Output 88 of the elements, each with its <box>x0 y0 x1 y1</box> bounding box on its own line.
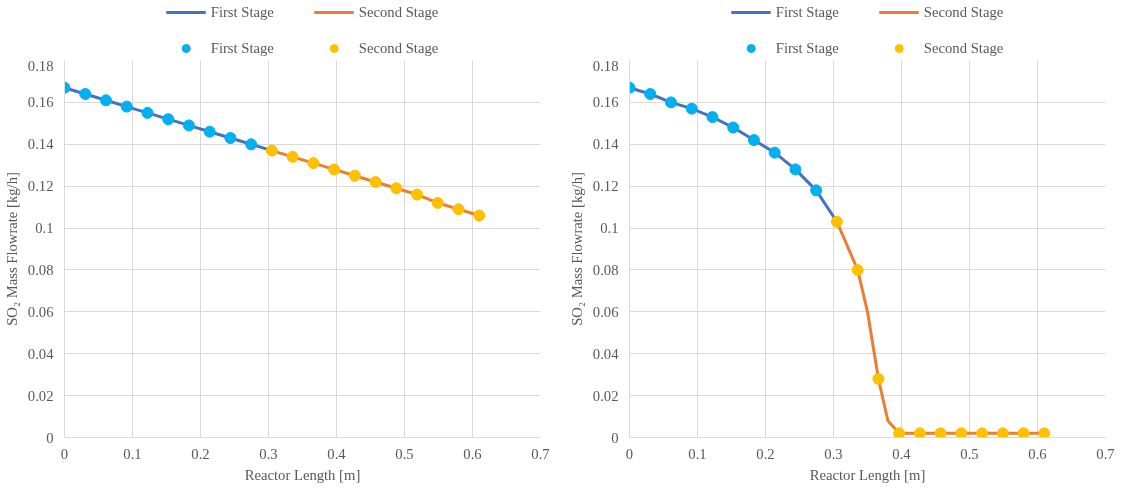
x-axis-title: Reactor Length [m] <box>809 466 926 483</box>
point <box>348 169 361 182</box>
x-tick-label: 0.1 <box>688 445 707 462</box>
x-axis-title: Reactor Length [m] <box>244 466 361 483</box>
point <box>162 113 175 126</box>
point <box>768 146 781 159</box>
x-tick-label: 0 <box>60 445 69 462</box>
point <box>328 163 341 176</box>
point <box>99 94 112 107</box>
x-tick-label: 0.3 <box>824 445 843 462</box>
point <box>431 196 444 209</box>
y-tick-label: 0.08 <box>27 261 54 278</box>
legend-label: First Stage <box>210 39 274 57</box>
point <box>411 188 424 201</box>
point <box>830 215 843 228</box>
y-tick-label: 0.04 <box>27 345 55 362</box>
point <box>307 157 320 170</box>
y-tick-label: 0.12 <box>27 178 54 195</box>
y-tick-label: 0 <box>611 429 619 446</box>
point <box>644 88 657 100</box>
x-tick-label: 0.1 <box>123 445 142 462</box>
y-tick-label: 0.16 <box>27 94 54 111</box>
point <box>955 427 968 438</box>
point <box>390 182 403 195</box>
legend-label: Second Stage <box>358 3 439 21</box>
x-tick-label: 0.6 <box>463 445 482 462</box>
y-tick-label: 0.16 <box>592 94 619 111</box>
x-tick-label: 0.3 <box>259 445 278 462</box>
point <box>452 203 465 216</box>
x-tick-label: 0.5 <box>395 445 414 462</box>
y-tick-label: 0.06 <box>27 303 54 320</box>
x-tick-label: 0.2 <box>756 445 775 462</box>
y-axis-title: SO₂ Mass Flowrate [kg/h] <box>568 172 585 326</box>
legend-label: Second Stage <box>923 3 1004 21</box>
y-axis-title: SO₂ Mass Flowrate [kg/h] <box>3 172 20 326</box>
x-tick-label: 0.4 <box>892 445 912 462</box>
point <box>245 138 258 151</box>
point <box>473 209 486 222</box>
point <box>893 427 906 438</box>
y-tick-label: 0.1 <box>35 220 54 237</box>
point <box>706 111 719 124</box>
y-tick-label: 0.18 <box>27 57 54 74</box>
point <box>996 427 1009 438</box>
y-tick-label: 0.04 <box>592 345 620 362</box>
point <box>934 427 947 438</box>
point <box>727 121 740 134</box>
y-tick-label: 0 <box>46 429 54 446</box>
point <box>789 163 802 176</box>
point <box>872 372 885 385</box>
point <box>182 119 195 132</box>
y-tick-label: 0.06 <box>592 303 619 320</box>
point <box>224 132 237 144</box>
point <box>1017 427 1030 438</box>
x-tick-label: 0.6 <box>1028 445 1047 462</box>
point <box>976 427 989 438</box>
point <box>685 102 698 115</box>
point <box>203 125 216 138</box>
x-tick-label: 0.2 <box>191 445 210 462</box>
point <box>286 150 299 163</box>
point <box>747 134 760 147</box>
y-tick-label: 0.08 <box>592 261 619 278</box>
x-tick-label: 0.7 <box>531 445 550 462</box>
point <box>664 96 677 109</box>
x-tick-label: 0.4 <box>327 445 347 462</box>
legend-label: Second Stage <box>923 39 1004 57</box>
x-tick-label: 0.5 <box>960 445 979 462</box>
y-tick-label: 0.12 <box>592 178 619 195</box>
point <box>265 144 278 157</box>
point <box>851 263 864 276</box>
legend-label: First Stage <box>210 3 274 21</box>
y-tick-label: 0.14 <box>27 136 55 153</box>
y-tick-label: 0.14 <box>592 136 620 153</box>
legend-label: First Stage <box>775 39 839 57</box>
point <box>79 88 92 100</box>
point <box>141 106 154 119</box>
point <box>913 427 926 438</box>
point <box>120 100 133 113</box>
point <box>369 175 382 188</box>
y-tick-label: 0.1 <box>600 220 619 237</box>
legend-label: First Stage <box>775 3 839 21</box>
point <box>1038 427 1051 438</box>
x-tick-label: 0.7 <box>1096 445 1115 462</box>
y-tick-label: 0.02 <box>592 387 619 404</box>
x-tick-label: 0 <box>625 445 634 462</box>
y-tick-label: 0.02 <box>27 387 54 404</box>
legend-label: Second Stage <box>358 39 439 57</box>
y-tick-label: 0.18 <box>592 57 619 74</box>
point <box>810 184 823 197</box>
